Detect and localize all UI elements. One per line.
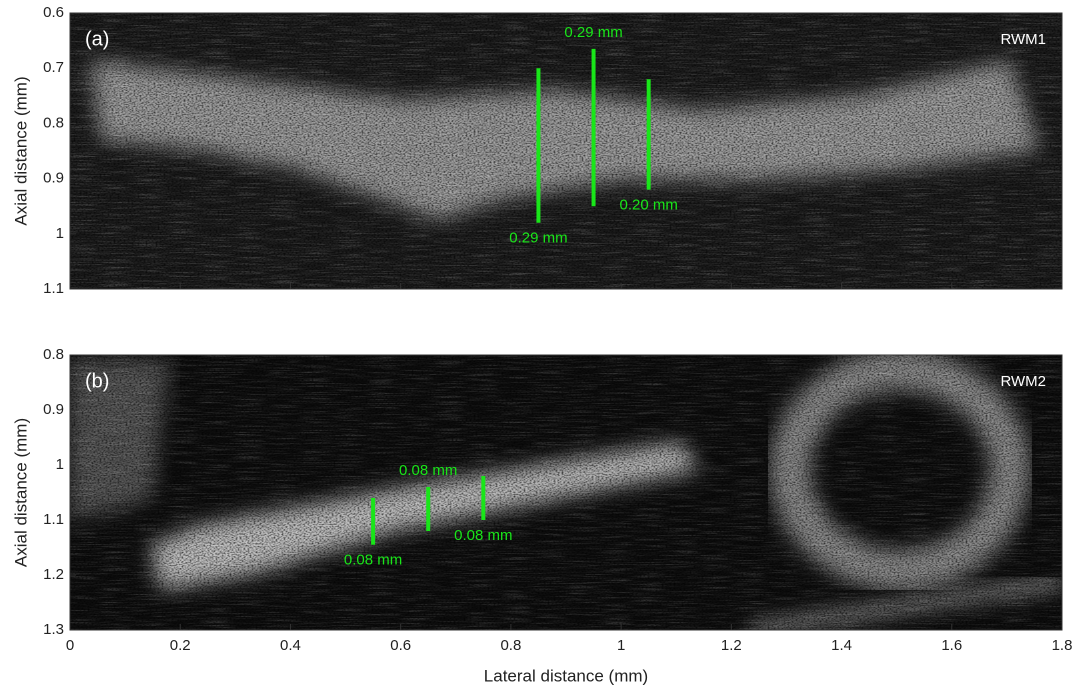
measure-label: 0.08 mm (399, 462, 457, 479)
y-tick-label: 1 (56, 456, 64, 473)
measure-label: 0.29 mm (564, 24, 622, 41)
y-tick-label: 0.9 (43, 401, 64, 418)
y-axis-label: Axial distance (mm) (11, 76, 30, 225)
ultrasound-image-a (70, 13, 1062, 289)
x-tick-label: 1.8 (1052, 637, 1073, 654)
measure-label: 0.29 mm (509, 230, 567, 247)
y-tick-label: 1 (56, 225, 64, 242)
annotation: RWM1 (1000, 31, 1046, 48)
y-axis-label: Axial distance (mm) (11, 418, 30, 567)
x-tick-label: 1 (617, 637, 625, 654)
measure-label: 0.08 mm (454, 527, 512, 544)
y-tick-label: 1.3 (43, 621, 64, 638)
y-tick-label: 0.9 (43, 170, 64, 187)
y-tick-label: 0.8 (43, 346, 64, 363)
plot-frame (69, 12, 1063, 290)
ultrasound-image-b (70, 355, 1062, 630)
x-tick-label: 0.8 (500, 637, 521, 654)
panel-label: (a) (85, 28, 109, 50)
x-tick-label: 0.6 (390, 637, 411, 654)
plot-frame (69, 354, 1063, 631)
x-tick-label: 0.2 (170, 637, 191, 654)
annotation: RWM2 (1000, 373, 1046, 390)
y-tick-label: 0.6 (43, 4, 64, 21)
x-tick-label: 1.2 (721, 637, 742, 654)
x-tick-label: 0.4 (280, 637, 301, 654)
measure-label: 0.08 mm (344, 552, 402, 569)
x-tick-label: 1.4 (831, 637, 852, 654)
y-tick-label: 0.7 (43, 59, 64, 76)
panel-label: (b) (85, 370, 109, 392)
y-tick-label: 1.1 (43, 511, 64, 528)
measure-label: 0.20 mm (619, 197, 677, 214)
x-tick-label: 0 (66, 637, 74, 654)
y-tick-label: 0.8 (43, 114, 64, 131)
x-tick-label: 1.6 (941, 637, 962, 654)
y-tick-label: 1.1 (43, 280, 64, 297)
x-axis-label: Lateral distance (mm) (484, 666, 648, 685)
y-tick-label: 1.2 (43, 566, 64, 583)
